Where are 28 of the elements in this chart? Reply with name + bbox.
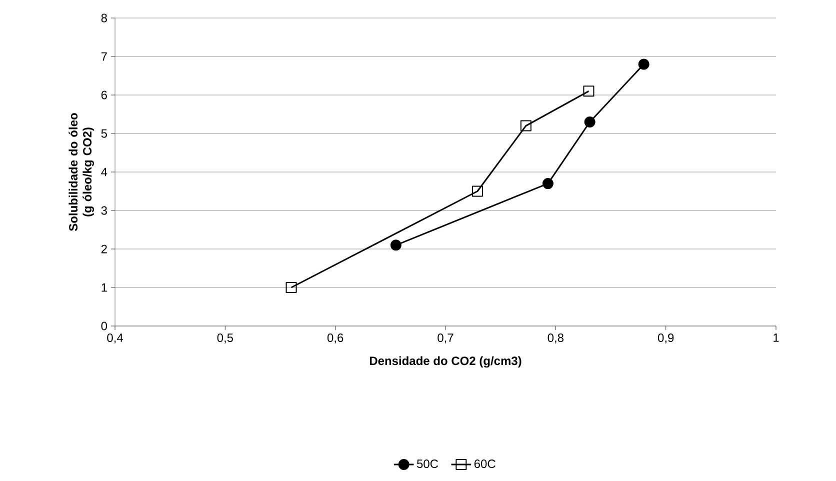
y-axis-title: Solubilidade do óleo (g óleo/kg CO2): [68, 113, 94, 231]
point: [584, 116, 596, 128]
point: [638, 58, 650, 70]
legend-label: 60C: [474, 460, 496, 468]
x-tick-label: 0,7: [438, 334, 454, 344]
x-axis-title: Densidade do CO2 (g/cm3): [370, 356, 522, 368]
y-tick-label: 1: [102, 283, 107, 292]
x-tick-label: 0,9: [658, 334, 674, 344]
x-tick-label: 0,5: [217, 334, 234, 344]
point: [583, 86, 594, 97]
y-tick-label: 3: [101, 206, 107, 215]
x-tick-label: 1: [774, 334, 779, 342]
x-tick-label: 0,6: [327, 334, 344, 344]
legend-label: 50C: [416, 460, 438, 468]
point: [390, 240, 402, 251]
point: [286, 282, 297, 293]
y-tick-label: 8: [101, 14, 107, 22]
y-tick-label: 7: [101, 52, 107, 61]
y-tick-label: 4: [101, 168, 108, 176]
x-tick-label: 0,8: [548, 334, 564, 344]
y-tick-label: 5: [101, 129, 107, 138]
point: [520, 120, 532, 132]
y-tick-label: 2: [101, 244, 107, 254]
y-tick-label: 0: [101, 322, 108, 330]
y-tick-label: 6: [101, 90, 107, 100]
point: [472, 186, 483, 197]
x-tick-label: 0,4: [107, 334, 123, 344]
point: [542, 178, 554, 190]
